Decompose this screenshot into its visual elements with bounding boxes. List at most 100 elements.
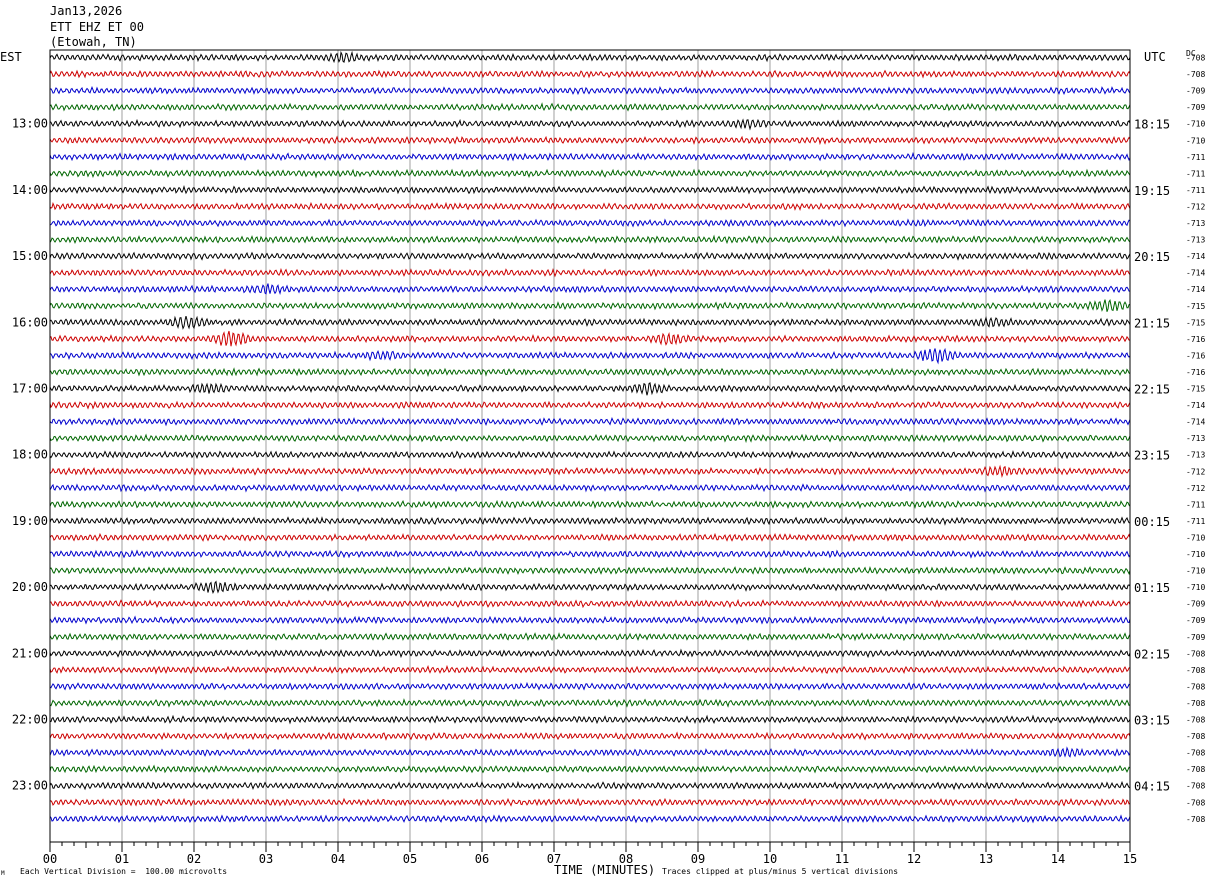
trace-row [49, 580, 1131, 594]
trace-row [49, 184, 1131, 195]
right-timezone-label: UTC [1144, 50, 1166, 64]
trace-row [49, 135, 1131, 146]
dc-offset-label: -708 [1186, 732, 1205, 741]
right-hour-label: 20:15 [1134, 250, 1170, 264]
dc-offset-label: -715 [1186, 302, 1205, 311]
trace-row [49, 283, 1131, 296]
dc-offset-label: -712 [1186, 467, 1205, 476]
right-hour-label: 02:15 [1134, 647, 1170, 661]
trace-row [49, 746, 1131, 758]
x-axis-label: TIME (MINUTES) [554, 863, 656, 877]
x-tick-label: 03 [259, 852, 273, 866]
left-hour-label: 18:00 [12, 448, 48, 462]
trace-row [49, 330, 1131, 347]
x-tick-label: 11 [835, 852, 849, 866]
x-tick-label: 02 [187, 852, 201, 866]
dc-offset-label: -708 [1186, 765, 1205, 774]
trace-row [49, 50, 1131, 64]
clip-note: Traces clipped at plus/minus 5 vertical … [662, 867, 899, 876]
trace-row [49, 664, 1131, 675]
dc-offset-label: -708 [1186, 699, 1205, 708]
dc-offset-label: -708 [1186, 798, 1205, 807]
x-tick-label: 13 [979, 852, 993, 866]
left-hour-label: 20:00 [12, 580, 48, 594]
right-hour-label: 03:15 [1134, 714, 1170, 728]
trace-row [49, 347, 1131, 365]
dc-offset-label: -711 [1186, 500, 1205, 509]
dc-offset-label: -711 [1186, 169, 1205, 178]
dc-offset-label: -711 [1186, 186, 1205, 195]
x-tick-label: 04 [331, 852, 345, 866]
left-hour-label: 15:00 [12, 249, 48, 263]
x-tick-label: 07 [547, 852, 561, 866]
dc-offset-label: -716 [1186, 351, 1205, 360]
dc-offset-label: -708 [1186, 682, 1205, 691]
dc-offset-label: -715 [1186, 318, 1205, 327]
dc-offset-label: -709 [1186, 87, 1205, 96]
dc-offset-label: -712 [1186, 202, 1205, 211]
trace-row [49, 433, 1131, 444]
trace-row [49, 416, 1131, 427]
dc-label: DC [1186, 49, 1196, 58]
dc-offset-label: -716 [1186, 368, 1205, 377]
dc-offset-label: -710 [1186, 583, 1205, 592]
trace-row [49, 698, 1131, 708]
trace-row [49, 315, 1131, 330]
header-station: ETT EHZ ET 00 [50, 20, 144, 34]
right-hour-label: 01:15 [1134, 581, 1170, 595]
left-hour-label: 19:00 [12, 514, 48, 528]
x-tick-label: 14 [1051, 852, 1065, 866]
dc-offset-label: -708 [1186, 666, 1205, 675]
x-tick-label: 12 [907, 852, 921, 866]
dc-offset-label: -708 [1186, 815, 1205, 824]
trace-row [49, 218, 1131, 228]
trace-row [49, 299, 1131, 312]
right-hour-label: 19:15 [1134, 184, 1170, 198]
plot-frame [49, 49, 1131, 843]
right-hour-label: 21:15 [1134, 316, 1170, 330]
label-group: 00 01 02 03 04 05 06 07 08 09 10 11 12 13 14 15 -708 -708… [12, 54, 1206, 867]
left-hour-label: 22:00 [12, 713, 48, 727]
dc-offset-label: -711 [1186, 153, 1205, 162]
left-hour-label: 13:00 [12, 117, 48, 131]
trace-row [49, 797, 1131, 807]
dc-offset-label: -712 [1186, 484, 1205, 493]
dc-offset-label: -708 [1186, 649, 1205, 658]
dc-offset-label: -710 [1186, 567, 1205, 576]
trace-row [49, 251, 1131, 261]
left-hour-label: 14:00 [12, 183, 48, 197]
trace-row [49, 731, 1131, 742]
trace-row [49, 764, 1131, 774]
trace-row [49, 201, 1131, 212]
dc-offset-label: -708 [1186, 716, 1205, 725]
trace-row [49, 367, 1131, 377]
left-hour-label: 17:00 [12, 382, 48, 396]
x-tick-label: 05 [403, 852, 417, 866]
x-tick-label: 09 [691, 852, 705, 866]
dc-offset-label: -713 [1186, 236, 1205, 245]
left-hour-label: 23:00 [12, 779, 48, 793]
right-hour-label: 23:15 [1134, 449, 1170, 463]
trace-row [49, 814, 1131, 824]
corner-mark: M [1, 870, 5, 877]
dc-offset-label: -714 [1186, 269, 1205, 278]
right-hour-label: 04:15 [1134, 780, 1170, 794]
x-tick-label: 08 [619, 852, 633, 866]
trace-row [49, 516, 1131, 526]
dc-offset-label: -714 [1186, 252, 1205, 261]
trace-row [49, 464, 1131, 479]
x-tick-label: 10 [763, 852, 777, 866]
dc-offset-label: -714 [1186, 285, 1205, 294]
trace-row [49, 483, 1131, 493]
dc-offset-label: -714 [1186, 401, 1205, 410]
trace-row [49, 499, 1131, 510]
minute-grid [49, 50, 1131, 852]
dc-offset-label: -708 [1186, 70, 1205, 79]
right-hour-label: 22:15 [1134, 383, 1170, 397]
trace-row [49, 118, 1131, 131]
dc-offset-label: -711 [1186, 517, 1205, 526]
trace-row [49, 714, 1131, 725]
x-tick-label: 15 [1123, 852, 1137, 866]
dc-offset-label: -709 [1186, 103, 1205, 112]
dc-offset-label: -710 [1186, 136, 1205, 145]
